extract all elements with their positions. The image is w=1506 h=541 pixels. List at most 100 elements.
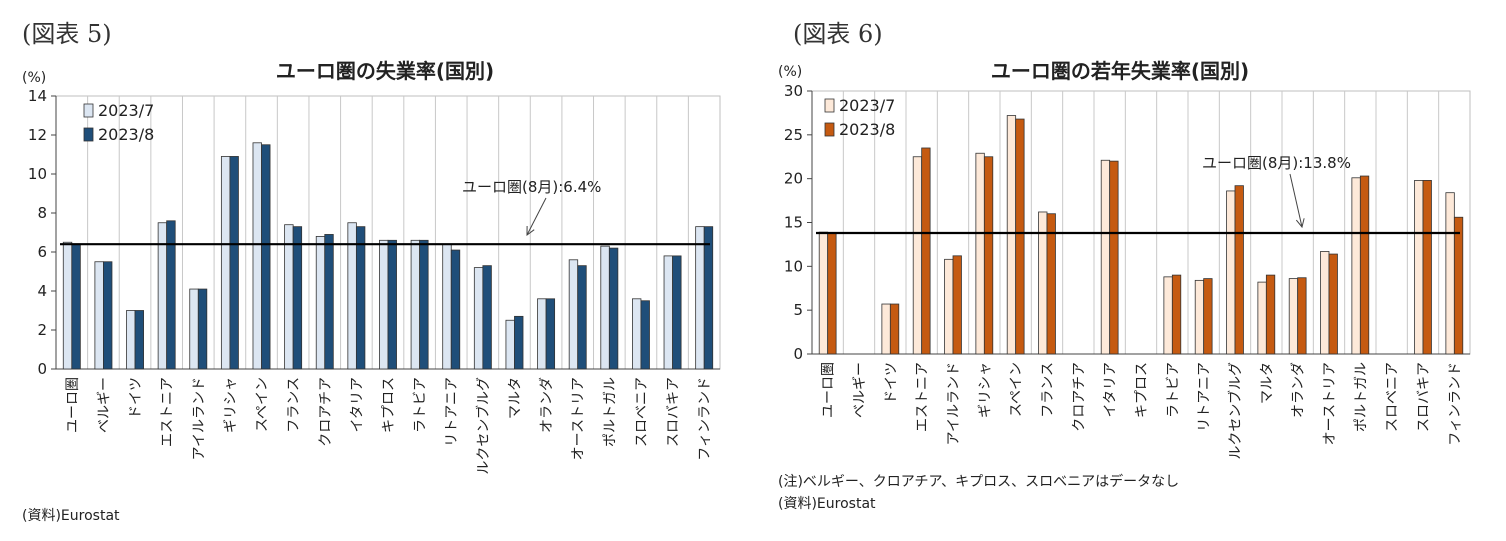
category-label: ラトビア (413, 377, 429, 433)
category-label: エストニア (160, 377, 176, 447)
category-label: アイルランド (946, 362, 962, 445)
figure-label: (図表 6) (793, 20, 883, 48)
bar-series2 (103, 261, 113, 370)
y-tick-label: 25 (784, 126, 803, 144)
category-label: クロアチア (318, 377, 334, 447)
bar-series1 (818, 231, 829, 355)
bar-series2 (889, 303, 900, 355)
annotation-arrow (526, 197, 547, 236)
category-label: スロベニア (1385, 362, 1401, 432)
annotation-arrow (1289, 173, 1303, 228)
bar-series1 (410, 239, 421, 370)
bar-series1 (881, 303, 891, 355)
category-label: キプロス (1134, 362, 1150, 418)
figure-label: (図表 5) (22, 20, 112, 48)
category-label: スペイン (1009, 362, 1025, 417)
bar-series2 (134, 310, 144, 370)
bar-series2 (983, 156, 994, 355)
bar-series1 (252, 142, 262, 370)
bar-series2 (419, 239, 429, 370)
bar-series2 (577, 265, 587, 370)
y-tick-label: 6 (37, 243, 47, 261)
y-tick-label: 10 (784, 257, 803, 275)
bar-series2 (952, 255, 962, 355)
category-label: ドイツ (128, 377, 144, 419)
bar-series1 (442, 243, 452, 370)
bar-series2 (387, 239, 397, 370)
bar-series1 (1414, 180, 1424, 355)
bar-series2 (703, 226, 714, 370)
bar-series2 (827, 232, 837, 355)
category-label: ユーロ圏 (65, 377, 81, 433)
bar-series2 (1422, 180, 1432, 355)
category-label: フランス (286, 377, 302, 433)
bar-series2 (608, 247, 619, 370)
reference-line-label: ユーロ圏(8月):6.4% (462, 178, 601, 196)
bar-series1 (1257, 281, 1267, 355)
bar-series2 (324, 234, 334, 370)
y-tick-label: 15 (784, 214, 803, 232)
bar-series1 (94, 261, 104, 370)
y-tick-label: 5 (793, 301, 803, 319)
legend-swatch (824, 122, 835, 137)
legend-swatch (83, 103, 94, 118)
legend-swatch (83, 127, 94, 142)
source-label: (資料)Eurostat (22, 508, 120, 524)
legend-label: 2023/8 (98, 125, 154, 144)
legend-swatch (824, 98, 835, 113)
category-label: イタリア (349, 377, 365, 432)
bar-series2 (166, 220, 176, 370)
bar-series2 (672, 255, 682, 370)
bar-series2 (292, 226, 303, 370)
category-label: スペイン (255, 377, 271, 432)
bar-series1 (1100, 159, 1111, 355)
bar-series1 (632, 298, 642, 370)
y-tick-label: 20 (784, 170, 803, 188)
y-tick-label: 0 (37, 360, 47, 378)
category-label: ポルトガル (602, 377, 618, 447)
category-label: オーストリア (571, 377, 587, 460)
category-label: エストニア (915, 362, 931, 432)
chart-1: (図表 5) ユーロ圏の失業率(国別) (%) 0 2 4 6 8 10 12 14 ユーロ圏 ベルギー… (22, 20, 721, 524)
bar-series1 (1320, 251, 1330, 355)
bar-series1 (284, 224, 294, 370)
chart-title: ユーロ圏の失業率(国別) (276, 59, 494, 83)
category-label: オランダ (1291, 362, 1307, 418)
category-label: スロバキア (666, 377, 682, 447)
bar-series2 (261, 144, 271, 370)
bar-series2 (1015, 118, 1025, 355)
category-label: マルタ (1259, 362, 1275, 404)
bar-series2 (921, 147, 931, 355)
y-unit-label: (%) (778, 64, 802, 80)
chart-2: (図表 6) ユーロ圏の若年失業率(国別) (%) 0 5 10 15 20 25 30 ユーロ圏ベ… (778, 20, 1471, 512)
category-label: オランダ (539, 377, 555, 433)
y-tick-label: 30 (784, 82, 803, 100)
legend-label: 2023/8 (839, 120, 895, 139)
bar-series2 (1171, 274, 1182, 355)
legend: 2023/7 2023/8 (83, 101, 154, 144)
chart-note: (注)ベルギー、クロアチア、キプロス、スロベニアはデータなし (778, 473, 1179, 490)
bar-series2 (640, 300, 650, 370)
category-label: イタリア (1103, 362, 1119, 417)
category-label: アイルランド (191, 377, 207, 460)
legend: 2023/7 2023/8 (824, 96, 895, 139)
bar-series2 (545, 298, 556, 370)
category-label: キプロス (381, 377, 397, 433)
bar-series1 (379, 239, 389, 370)
bar-series1 (568, 259, 579, 370)
legend-label: 2023/7 (98, 101, 154, 120)
bar-series1 (944, 258, 954, 355)
category-label: リトアニア (1197, 362, 1213, 432)
y-tick-label: 2 (37, 321, 47, 339)
bar-series2 (450, 249, 461, 370)
category-label: ギリシャ (223, 377, 239, 433)
bar-series1 (315, 235, 326, 370)
bar-series1 (505, 319, 515, 370)
bar-series2 (229, 156, 239, 370)
bar-series1 (1288, 278, 1299, 355)
legend-label: 2023/7 (839, 96, 895, 115)
bar-series1 (126, 310, 136, 370)
category-label: フィンランド (1447, 362, 1463, 446)
bar-series2 (1046, 213, 1056, 355)
